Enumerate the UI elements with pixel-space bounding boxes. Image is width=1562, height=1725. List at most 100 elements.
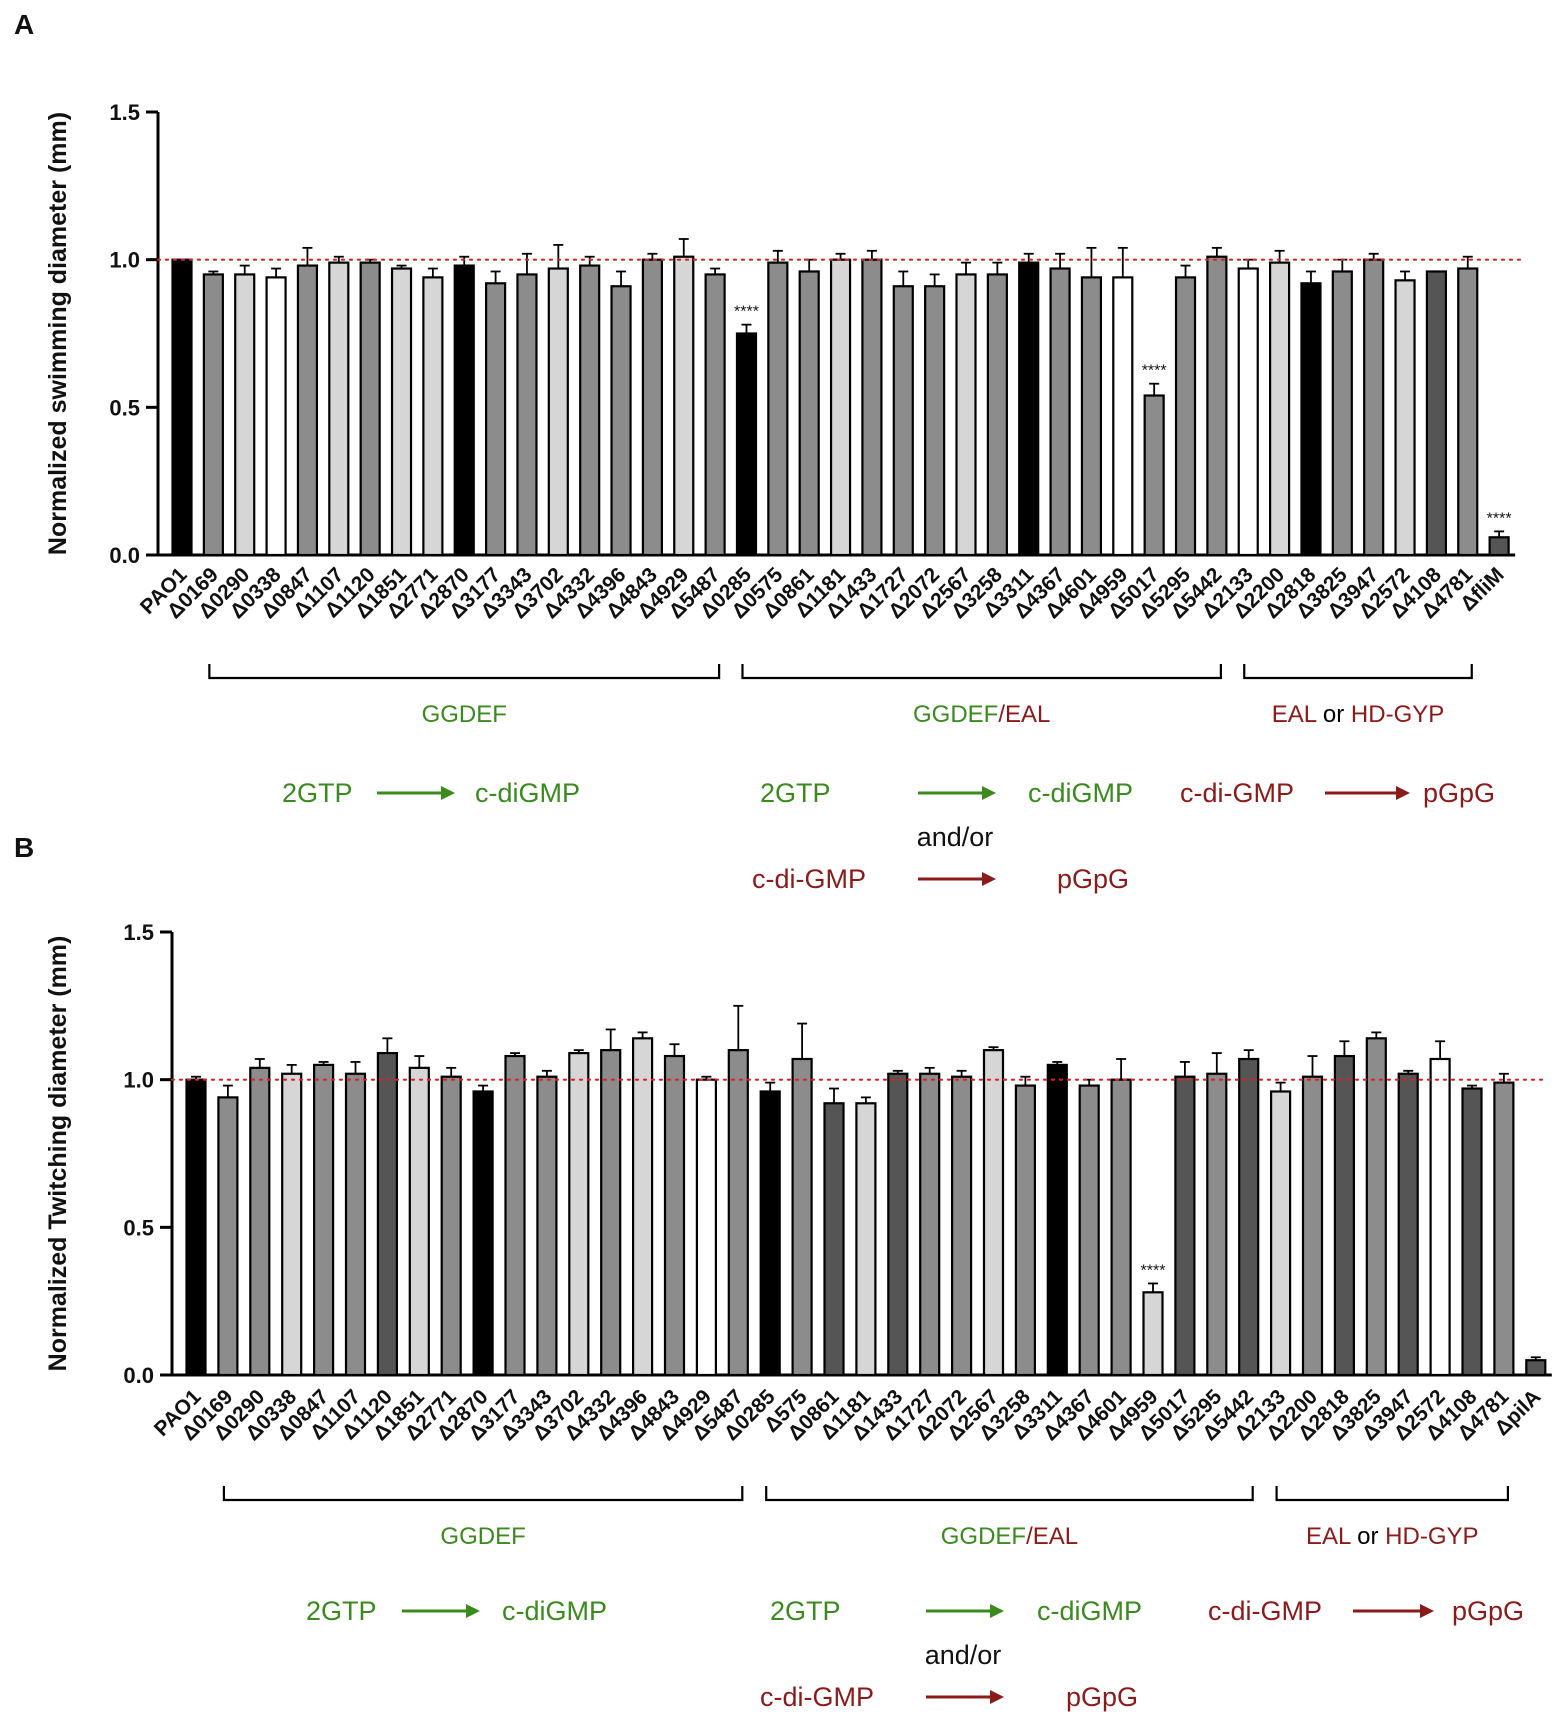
reaction-substrate: c-di-GMP [760,1682,874,1712]
bar [234,273,256,557]
bar [704,273,726,557]
reaction-product: pGpG [1423,778,1495,808]
bar [855,1102,877,1377]
bar [217,1096,239,1377]
y-tick-label: 0.5 [109,395,140,420]
reaction-substrate: c-di-GMP [752,864,866,894]
reaction-arrow-head [1396,786,1410,800]
group-label-part: EAL [1272,701,1317,728]
group-label-part: or [1350,1523,1385,1550]
bar [641,258,664,557]
reaction-substrate: 2GTP [770,1596,841,1626]
bar [422,276,444,557]
bar [673,255,695,557]
bar [1237,267,1259,557]
bar [440,1075,462,1377]
bar [281,1072,303,1377]
bar [1425,270,1448,557]
group-label-part: HD-GYP [1385,1523,1478,1550]
bar [1049,267,1071,557]
bar [759,1090,781,1377]
group-label-part: or [1316,701,1351,728]
bar [1206,255,1228,557]
bar [1269,1090,1292,1377]
group-label-part: / [1026,1523,1033,1550]
group-label-part: EAL [1033,1523,1078,1550]
bar [1174,276,1197,557]
significance-marker: **** [734,304,759,321]
bar [472,1090,494,1377]
bar [919,1072,941,1377]
bar [579,264,601,557]
bar [1206,1072,1228,1377]
significance-marker: **** [1487,510,1512,527]
bar [1493,1081,1515,1377]
bar [695,1078,718,1377]
group-label-part: GGDEF [422,701,507,728]
bar [328,261,350,557]
bar [829,258,852,557]
bar [313,1063,335,1377]
bar [1331,270,1353,557]
reaction-substrate: 2GTP [760,778,831,808]
group-label: EAL or HD-GYP [1272,701,1445,728]
reaction-arrow-head [982,786,996,800]
bar [1268,261,1291,557]
bar [1112,276,1134,557]
reaction-arrow-head [466,1604,480,1618]
bar [1078,1084,1100,1377]
reaction-arrow-head [990,1690,1004,1704]
reaction-arrow [918,872,996,886]
bar [950,1075,973,1377]
bar [600,1049,622,1377]
reaction-connector: and/or [925,1640,1002,1670]
bar [536,1075,558,1377]
bar [1333,1054,1356,1377]
bar [1174,1075,1196,1377]
bar [631,1037,654,1377]
group-label-part: / [998,701,1005,728]
reaction-arrow [1325,786,1410,800]
bar [1080,276,1103,557]
bar [982,1049,1005,1377]
bar [359,261,381,557]
group-label: GGDEF [440,1523,525,1550]
bar [485,282,507,557]
bar [390,267,413,557]
group-bracket [741,664,1222,680]
bar [547,267,569,557]
bar [453,264,475,557]
bar [1014,1084,1037,1377]
bar [791,1057,813,1377]
y-tick-label: 1.5 [109,100,140,125]
bar [610,285,632,557]
y-tick-label: 1.0 [109,248,140,273]
reaction-substrate: 2GTP [282,778,353,808]
bar [202,273,224,557]
bar [171,258,193,557]
group-bracket [208,664,721,680]
bar [185,1078,207,1377]
reaction-arrow-head [441,786,455,800]
bar [924,285,946,557]
reaction-arrow [926,1690,1004,1704]
bar [568,1051,590,1377]
reaction-connector: and/or [917,822,994,852]
y-tick-label: 0.5 [123,1215,154,1240]
reaction-arrow-head [982,872,996,886]
y-tick-label: 1.0 [123,1068,154,1093]
bar [1365,1037,1387,1377]
bar [1363,258,1385,557]
reaction-substrate: 2GTP [306,1596,377,1626]
bar [1488,536,1510,557]
bar [1143,394,1165,557]
panel-label: A [14,9,34,40]
bar [1394,279,1416,557]
reaction-arrow [402,1604,480,1618]
group-label-part: GGDEF [440,1523,525,1550]
bar [955,273,977,557]
bar [376,1051,398,1377]
group-bracket [222,1486,744,1502]
bar [887,1072,909,1377]
